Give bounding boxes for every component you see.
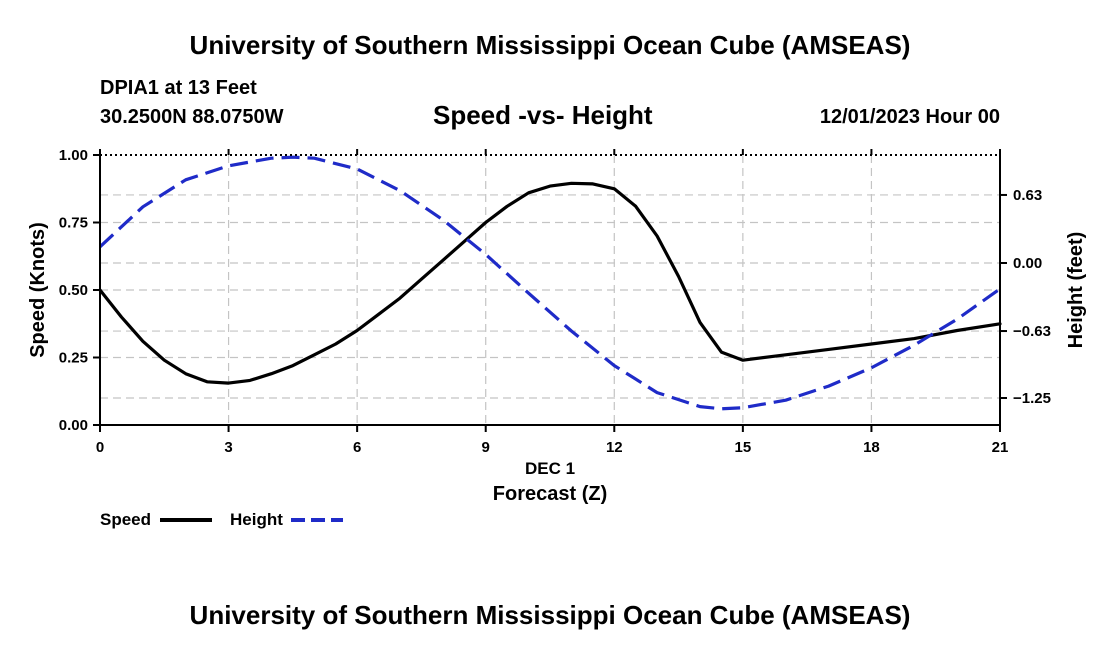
series-line-speed bbox=[98, 181, 1002, 385]
x-tick-label: 21 bbox=[992, 439, 1009, 456]
location-label: 30.2500N 88.0750W bbox=[100, 106, 284, 128]
y2-tick-label: 0.63 bbox=[1013, 187, 1042, 204]
grid-lines bbox=[100, 155, 1000, 425]
x-axis-date-label: DEC 1 bbox=[525, 459, 575, 478]
x-tick-label: 12 bbox=[606, 439, 623, 456]
datetime-label: 12/01/2023 Hour 00 bbox=[819, 106, 1000, 128]
y2-axis-label: Height (feet) bbox=[1065, 232, 1087, 349]
legend-speed-label: Speed bbox=[100, 510, 151, 529]
y-tick-label: 0.00 bbox=[59, 417, 88, 434]
x-tick-label: 3 bbox=[224, 439, 232, 456]
legend-height-label: Height bbox=[230, 510, 283, 529]
y2-tick-label: −1.25 bbox=[1013, 390, 1051, 407]
x-tick-label: 15 bbox=[735, 439, 752, 456]
y2-tick-label: −0.63 bbox=[1013, 323, 1051, 340]
y-tick-label: 0.75 bbox=[59, 215, 88, 232]
y-tick-label: 1.00 bbox=[59, 147, 88, 164]
x-tick-label: 9 bbox=[482, 439, 490, 456]
series-group bbox=[98, 155, 1002, 411]
x-axis-label: Forecast (Z) bbox=[493, 483, 607, 505]
y-tick-label: 0.25 bbox=[59, 350, 88, 367]
series-line-height bbox=[98, 155, 1001, 411]
legend: Speed Height bbox=[100, 510, 343, 529]
x-tick-label: 6 bbox=[353, 439, 361, 456]
chart-title: Speed -vs- Height bbox=[433, 100, 653, 130]
y2-tick-label: 0.00 bbox=[1013, 255, 1042, 272]
plot-frame bbox=[99, 151, 1001, 431]
x-tick-label: 0 bbox=[96, 439, 104, 456]
station-label: DPIA1 at 13 Feet bbox=[100, 77, 257, 99]
tick-group: 0 3 6 9 12 15 18 21 0.00 0.25 0.50 0.75 1.00 0.63 0.00… bbox=[59, 147, 1051, 456]
bottom-title: University of Southern Mississippi Ocean… bbox=[189, 600, 911, 630]
y-tick-label: 0.50 bbox=[59, 282, 88, 299]
x-tick-label: 18 bbox=[863, 439, 880, 456]
y-axis-label: Speed (Knots) bbox=[27, 222, 49, 358]
top-title: University of Southern Mississippi Ocean… bbox=[189, 30, 911, 60]
